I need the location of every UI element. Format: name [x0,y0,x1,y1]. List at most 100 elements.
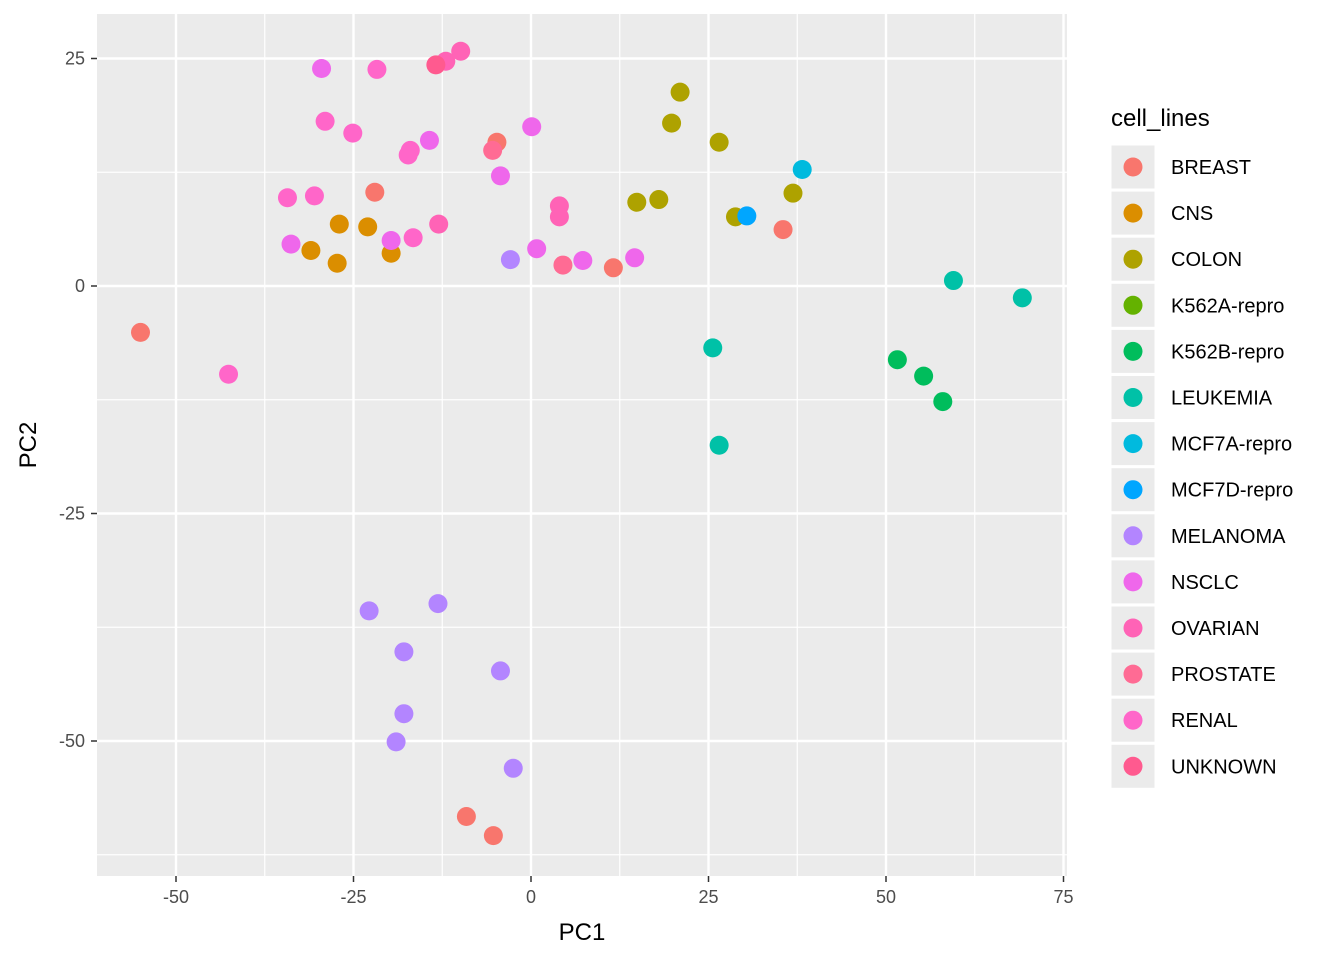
point-nsclc [522,117,542,137]
point-melanoma [394,642,414,662]
legend-swatch-mcf7a-repro [1123,434,1143,454]
point-leukemia [1012,288,1032,308]
point-prostate [553,255,573,275]
y-tick-label: 0 [75,276,85,296]
legend-title: cell_lines [1111,105,1210,132]
point-k562b-repro [933,392,953,412]
point-unknown [426,55,446,75]
legend-swatch-breast [1123,157,1143,177]
point-ovarian [429,214,449,234]
legend-label-cns: CNS [1171,203,1213,225]
point-renal [315,111,335,131]
legend-label-colon: COLON [1171,249,1242,271]
point-renal [367,59,387,79]
legend-swatch-k562a-repro [1123,295,1143,315]
point-mcf7a-repro [792,160,812,180]
legend-label-mcf7d-repro: MCF7D-repro [1171,480,1293,502]
point-colon [670,82,690,102]
point-melanoma [500,250,520,270]
point-renal [343,123,363,143]
legend-label-ovarian: OVARIAN [1171,618,1260,640]
point-melanoma [394,704,414,724]
point-k562b-repro [914,366,934,386]
legend-swatch-prostate [1123,664,1143,684]
legend-swatch-leukemia [1123,388,1143,407]
point-breast [456,807,476,827]
point-colon [649,190,669,210]
legend-swatch-renal [1123,710,1143,730]
legend-label-unknown: UNKNOWN [1171,756,1277,778]
point-renal [304,186,324,206]
point-melanoma [490,661,510,681]
x-axis-title: PC1 [559,919,606,946]
point-nsclc [281,234,301,254]
point-renal [403,228,423,248]
legend-label-k562b-repro: K562B-repro [1171,341,1284,363]
point-colon [783,183,803,203]
point-nsclc [573,251,593,271]
point-renal [277,188,297,208]
point-k562b-repro [887,350,907,370]
minor-gridlines [97,14,1067,876]
major-gridlines [97,14,1067,876]
point-renal [400,140,420,160]
point-breast [365,182,385,202]
point-melanoma [386,732,406,752]
point-breast [603,258,623,278]
point-breast [773,220,793,240]
point-prostate [483,140,503,160]
legend-label-melanoma: MELANOMA [1171,526,1286,548]
point-cns [329,214,349,234]
point-nsclc [490,166,510,186]
point-nsclc [419,130,439,150]
point-nsclc [527,239,547,259]
legend-label-mcf7a-repro: MCF7A-repro [1171,434,1292,456]
legend-swatch-nsclc [1123,572,1143,592]
point-breast [131,322,150,342]
x-tick-label: 25 [698,887,718,907]
point-nsclc [625,248,645,268]
point-cns [358,217,378,237]
y-tick-label: 25 [65,49,85,69]
point-nsclc [312,59,332,79]
legend-label-nsclc: NSCLC [1171,572,1239,594]
point-melanoma [428,594,448,614]
legend-label-prostate: PROSTATE [1171,664,1276,686]
point-renal [219,364,239,384]
point-leukemia [703,338,723,358]
point-ovarian [451,41,471,61]
y-tick-label: -50 [59,731,85,751]
point-melanoma [359,601,379,621]
x-tick-label: -25 [340,887,366,907]
axis-ticks: -50 -25 0 25 50 75 -50 -25 0 25 [59,49,1074,908]
legend-swatch-mcf7d-repro [1123,480,1143,500]
legend-label-breast: BREAST [1171,157,1251,179]
y-axis-title: PC2 [15,422,42,469]
legend-swatch-cns [1123,203,1143,223]
legend-swatch-ovarian [1123,618,1143,638]
point-colon [662,113,682,133]
point-leukemia [709,435,729,455]
x-tick-label: 50 [876,887,896,907]
y-tick-label: -25 [59,504,85,524]
point-cns [301,241,321,261]
point-leukemia [943,271,963,291]
legend: cell_lines BREAST CNS COLON K562A-repro K562… [1110,105,1293,789]
legend-label-k562a-repro: K562A-repro [1171,295,1284,317]
x-tick-label: 75 [1053,887,1073,907]
data-points [131,41,1032,846]
point-breast [483,826,503,846]
point-colon [627,192,647,212]
point-ovarian [549,207,569,227]
x-tick-label: -50 [163,887,189,907]
point-melanoma [503,758,523,778]
x-tick-label: 0 [526,887,536,907]
point-nsclc [381,231,401,250]
point-mcf7d-repro [737,206,757,226]
legend-swatch-unknown [1123,756,1143,776]
legend-swatch-colon [1123,249,1143,269]
point-cns [327,253,347,273]
legend-label-renal: RENAL [1171,710,1238,732]
legend-swatch-melanoma [1123,526,1143,546]
